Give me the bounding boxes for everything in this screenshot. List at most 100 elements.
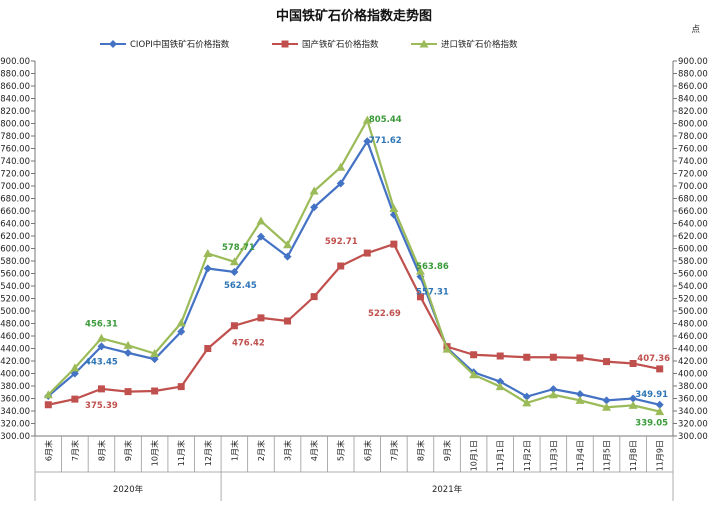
data-point [655,400,664,409]
x-tick-label: 11月4日 [576,440,585,471]
x-tick-label: 9月末 [442,440,452,461]
data-label: 375.39 [85,401,118,411]
data-point [150,349,160,357]
series-2 [43,115,665,416]
data-point [389,204,399,212]
data-point [124,348,133,357]
data-point [283,240,293,249]
y-tick-label: 680.00 [678,195,708,205]
data-point [656,365,664,373]
y-tick-label: 520.00 [678,295,708,305]
data-label: 407.36 [637,354,670,364]
x-tick-label: 5月末 [336,440,346,461]
legend-item: 国产铁矿石价格指数 [272,39,379,50]
data-point [629,360,637,367]
data-point [603,358,611,366]
series-layer [43,115,665,416]
y-tick-label: 340.00 [0,407,30,417]
y-tick-label: 380.00 [678,382,708,392]
x-tick-label: 10月1日 [470,440,479,471]
x-tick-label: 6月末 [362,440,372,461]
data-point [602,402,612,411]
y-tick-label: 460.00 [0,332,30,342]
data-point [256,216,266,225]
x-tick-label: 11月9日 [656,440,665,471]
y-tick-label: 560.00 [678,270,708,280]
data-point [548,390,558,399]
y-tick-label: 720.00 [678,170,708,180]
y-tick-label: 420.00 [678,357,708,367]
data-point [655,407,665,416]
y-tick-label: 760.00 [678,145,708,155]
y-tick-label: 600.00 [0,245,30,255]
y-tick-label: 840.00 [0,95,30,105]
data-label: 771.62 [369,136,402,146]
axes: 300.00 300.00 320.00 320.00 340.00 340.00 360.… [0,57,708,501]
data-point [123,340,133,349]
data-label: 456.31 [85,319,118,329]
data-point [522,392,531,401]
x-tick-label: 9月末 [123,440,133,461]
x-tick-label: 7月末 [70,440,80,461]
data-point [43,390,53,399]
y-tick-label: 780.00 [678,132,708,142]
data-point [309,186,319,195]
y-tick-label: 860.00 [0,82,30,92]
data-point [549,353,557,361]
data-point [390,240,398,248]
data-point [230,267,239,276]
y-tick-label: 780.00 [0,132,30,142]
data-point [96,333,106,342]
data-label: 349.91 [635,390,668,400]
y-tick-label: 620.00 [0,232,30,242]
data-point [97,385,105,393]
data-point [363,137,372,146]
y-axis-unit-label: 点 [691,25,700,35]
y-tick-label: 420.00 [0,357,30,367]
legend-marker [281,40,289,48]
data-label: 562.45 [224,281,257,291]
y-tick-label: 540.00 [678,282,708,292]
data-point [203,264,212,273]
legend-label: 国产铁矿石价格指数 [302,39,379,50]
data-label: 443.45 [85,357,118,367]
data-label: 522.69 [368,309,401,319]
x-tick-label: 8月末 [415,440,425,461]
y-tick-label: 680.00 [0,195,30,205]
y-tick-label: 840.00 [678,95,708,105]
series-line [47,117,660,413]
y-tick-label: 900.00 [678,57,708,67]
y-tick-label: 600.00 [678,245,708,255]
data-label: 476.42 [232,339,265,349]
x-tick-label: 11月末 [176,440,186,466]
y-tick-label: 540.00 [0,282,30,292]
y-tick-label: 340.00 [678,407,708,417]
x-tick-label: 10月末 [150,440,160,466]
year-group-label: 2020年 [113,484,144,495]
y-tick-label: 760.00 [0,145,30,155]
data-point [70,363,80,372]
data-point [416,293,424,301]
data-point [362,115,372,124]
legend-item: CIOPI中国铁矿石价格指数 [100,39,230,50]
y-tick-label: 580.00 [678,257,708,267]
data-point [336,162,346,171]
y-tick-label: 500.00 [0,307,30,317]
x-tick-label: 11月3日 [549,440,558,471]
y-tick-label: 480.00 [0,320,30,330]
data-point [495,382,505,391]
data-label: 339.05 [635,419,668,429]
y-tick-label: 900.00 [0,57,30,67]
y-tick-label: 520.00 [0,295,30,305]
y-tick-label: 300.00 [678,432,708,442]
y-tick-label: 820.00 [678,107,708,117]
y-tick-label: 360.00 [0,395,30,405]
data-point [523,353,531,361]
x-tick-label: 12月末 [203,440,213,466]
y-tick-label: 740.00 [678,157,708,167]
data-label: 557.31 [416,288,449,298]
y-tick-label: 880.00 [0,70,30,80]
data-point [283,252,292,261]
series-1 [44,240,664,409]
